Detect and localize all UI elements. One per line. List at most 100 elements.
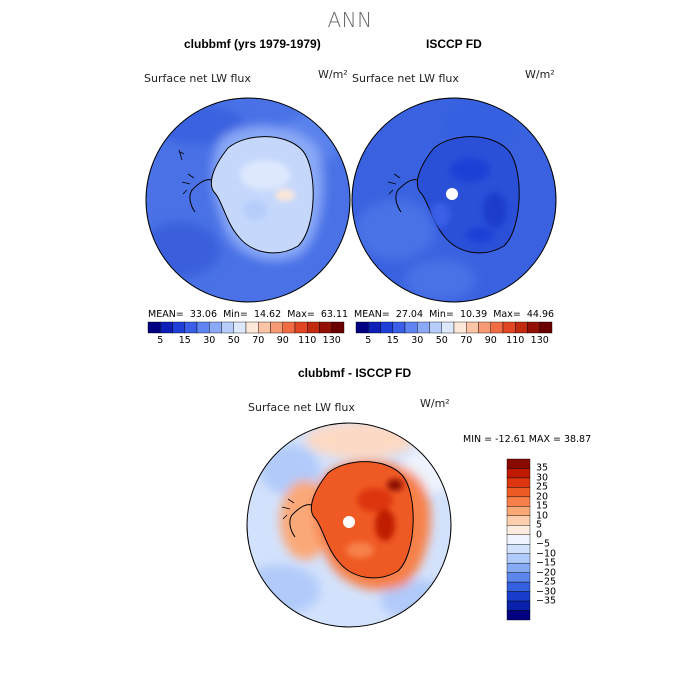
model-colorbar-tick-label: 5 bbox=[157, 335, 164, 346]
obs-min-value: 10.39 bbox=[459, 309, 488, 320]
diff-colorbar-tick-label: 5 bbox=[536, 519, 543, 531]
obs-colorbar-swatch bbox=[539, 321, 553, 334]
model-colorbar-swatch bbox=[160, 321, 173, 334]
model-colorbar-swatch bbox=[319, 321, 332, 334]
diff-colorbar-swatch bbox=[506, 515, 531, 526]
obs-colorbar-swatch bbox=[404, 321, 418, 334]
diff-colorbar-swatch bbox=[506, 487, 531, 498]
diff-colorbar-tick-label: 10 bbox=[536, 510, 549, 522]
obs-mean-label: MEAN= bbox=[354, 309, 390, 320]
obs-colorbar-tick-label: 70 bbox=[460, 335, 473, 346]
obs-colorbar-swatch bbox=[355, 321, 369, 334]
model-colorbar-swatch bbox=[209, 321, 222, 334]
model-colorbar-tick-label: 30 bbox=[203, 335, 216, 346]
model-colorbar-swatch bbox=[196, 321, 210, 334]
obs-colorbar-tick-label: 15 bbox=[386, 335, 399, 346]
model-stats: MEAN= 33.06 Min= 14.62 Max= 63.11 bbox=[148, 309, 348, 320]
diff-antarctica bbox=[310, 461, 414, 579]
diff-map bbox=[246, 422, 452, 628]
obs-min-label: Min= bbox=[429, 309, 454, 320]
model-colorbar-swatch bbox=[270, 321, 283, 334]
diff-colorbar-swatch bbox=[506, 591, 531, 602]
model-colorbar-swatch bbox=[184, 321, 198, 334]
diff-colorbar-tick-label: 20 bbox=[536, 491, 549, 503]
diff-colorbar-swatch bbox=[506, 572, 531, 583]
obs-map bbox=[351, 97, 557, 303]
model-colorbar-tick-label: 90 bbox=[276, 335, 289, 346]
obs-colorbar-swatch bbox=[466, 321, 479, 334]
page-title: ANN bbox=[327, 8, 373, 32]
obs-max-label: Max= bbox=[493, 309, 521, 320]
diff-colorbar-swatch bbox=[506, 468, 531, 479]
diff-map-border bbox=[246, 422, 452, 628]
obs-stats: MEAN= 27.04 Min= 10.39 Max= 44.96 bbox=[354, 309, 554, 320]
diff-colorbar-tick-label: −20 bbox=[536, 567, 557, 579]
diff-colorbar-tick-label: 35 bbox=[536, 462, 549, 474]
diff-colorbar-swatch bbox=[506, 496, 531, 507]
obs-map-border bbox=[351, 97, 557, 303]
obs-colorbar-swatch bbox=[453, 321, 467, 334]
model-antarctica bbox=[210, 136, 314, 254]
diff-colorbar-tick-label: −35 bbox=[536, 595, 557, 607]
diff-colorbar-tick-label: 0 bbox=[536, 529, 543, 541]
obs-colorbar-tick-label: 50 bbox=[435, 335, 448, 346]
model-colorbar-swatch bbox=[258, 321, 271, 334]
model-colorbar-swatch bbox=[147, 321, 161, 334]
model-colorbar bbox=[147, 321, 345, 334]
model-colorbar-swatch bbox=[282, 321, 296, 334]
obs-colorbar-tick-label: 5 bbox=[365, 335, 372, 346]
diff-colorbar-tick-label: −15 bbox=[536, 557, 557, 569]
model-colorbar-swatch bbox=[172, 321, 185, 334]
model-colorbar-swatch bbox=[233, 321, 247, 334]
obs-max-value: 44.96 bbox=[526, 309, 555, 320]
obs-colorbar bbox=[355, 321, 553, 334]
diff-range-text: MIN = -12.61 MAX = 38.87 bbox=[463, 434, 592, 445]
obs-panel-title: ISCCP FD bbox=[426, 37, 482, 51]
model-map bbox=[145, 97, 351, 303]
obs-colorbar-swatch bbox=[490, 321, 504, 334]
obs-colorbar-swatch bbox=[417, 321, 430, 334]
obs-variable-label: Surface net LW flux bbox=[352, 72, 459, 85]
obs-colorbar-swatch bbox=[478, 321, 491, 334]
obs-colorbar-swatch bbox=[527, 321, 540, 334]
model-colorbar-swatch bbox=[221, 321, 234, 334]
obs-colorbar-swatch bbox=[368, 321, 381, 334]
model-colorbar-tick-label: 50 bbox=[227, 335, 240, 346]
diff-colorbar-tick-label: 30 bbox=[536, 472, 549, 484]
obs-colorbar-swatch bbox=[441, 321, 455, 334]
diff-colorbar bbox=[506, 458, 531, 621]
diff-colorbar-tick-label: 15 bbox=[536, 500, 549, 512]
diff-colorbar-swatch bbox=[506, 477, 531, 488]
model-mean-value: 33.06 bbox=[189, 309, 218, 320]
diff-colorbar-tick-label: −5 bbox=[536, 538, 551, 550]
diff-colorbar-swatch bbox=[506, 581, 531, 592]
diff-colorbar-swatch bbox=[506, 506, 531, 517]
obs-units-label: W/m² bbox=[525, 68, 555, 81]
model-min-value: 14.62 bbox=[253, 309, 282, 320]
diff-colorbar-swatch bbox=[506, 600, 531, 611]
model-max-label: Max= bbox=[287, 309, 315, 320]
diff-panel-title: clubbmf - ISCCP FD bbox=[298, 366, 412, 380]
model-colorbar-tick-label: 110 bbox=[298, 335, 317, 346]
model-mean-label: MEAN= bbox=[148, 309, 184, 320]
model-panel-title: clubbmf (yrs 1979-1979) bbox=[184, 37, 321, 51]
model-colorbar-swatch bbox=[331, 321, 345, 334]
model-min-label: Min= bbox=[223, 309, 248, 320]
diff-colorbar-swatch bbox=[506, 525, 531, 535]
model-variable-label: Surface net LW flux bbox=[144, 72, 251, 85]
model-colorbar-swatch bbox=[294, 321, 308, 334]
diff-colorbar-swatch bbox=[506, 562, 531, 573]
diff-variable-label: Surface net LW flux bbox=[248, 401, 355, 414]
diff-colorbar-swatch bbox=[506, 544, 531, 554]
obs-colorbar-tick-label: 130 bbox=[530, 335, 549, 346]
obs-colorbar-tick-label: 30 bbox=[411, 335, 424, 346]
model-colorbar-tick-label: 15 bbox=[178, 335, 191, 346]
diff-colorbar-tick-label: 25 bbox=[536, 481, 549, 493]
diff-colorbar-tick-label: −25 bbox=[536, 576, 557, 588]
model-colorbar-swatch bbox=[307, 321, 320, 334]
obs-colorbar-swatch bbox=[515, 321, 528, 334]
diff-colorbar-tick-label: −30 bbox=[536, 586, 557, 598]
obs-colorbar-swatch bbox=[429, 321, 442, 334]
model-map-border bbox=[145, 97, 351, 303]
